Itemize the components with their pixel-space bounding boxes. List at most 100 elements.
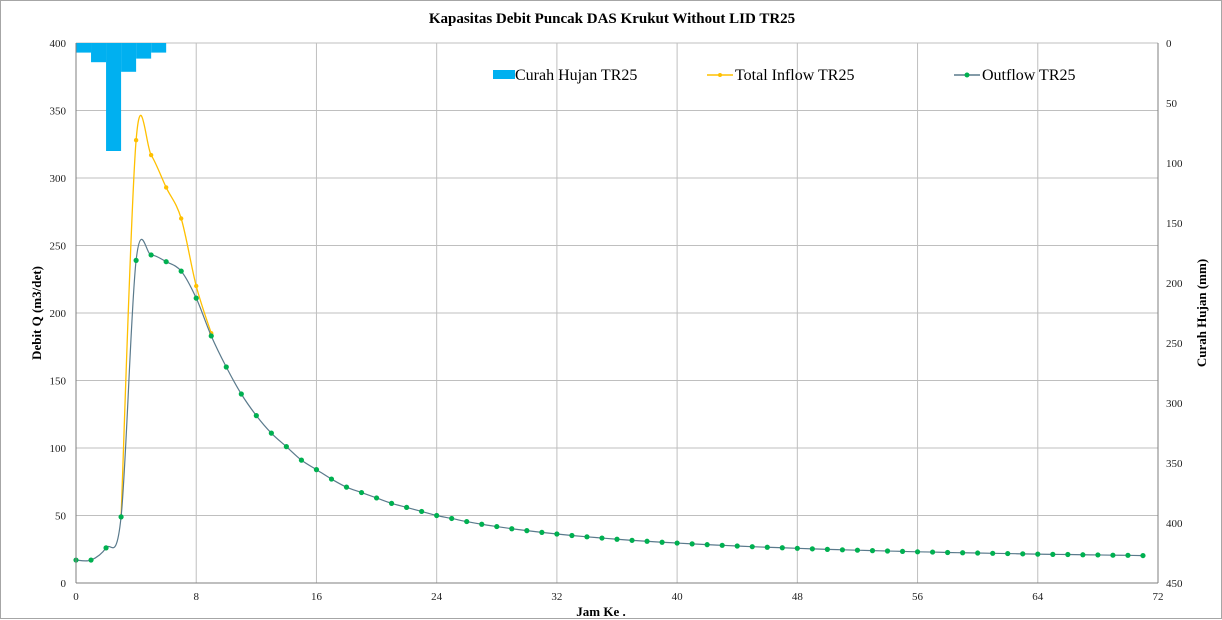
x-tick-label: 40 [672, 591, 684, 603]
outflow-point [644, 538, 650, 544]
outflow-point [869, 548, 876, 554]
outflow-point [929, 549, 936, 555]
outflow-point [824, 546, 830, 552]
legend-outflow-label: Outflow TR25 [982, 67, 1075, 84]
y-tick-label: 150 [50, 376, 67, 388]
legend-rain-swatch [493, 70, 515, 79]
outflow-point [569, 532, 575, 539]
outflow-point [464, 518, 470, 525]
outflow-point [539, 529, 545, 535]
rain-bar [121, 43, 137, 72]
outflow-point [599, 535, 605, 541]
outflow-point [223, 364, 229, 370]
outflow-point [584, 534, 590, 540]
inflow-series [118, 114, 214, 520]
y2-tick-label: 250 [1166, 338, 1183, 350]
outflow-point [734, 543, 740, 549]
inflow-point [148, 152, 154, 158]
y-tick-label: 300 [50, 173, 67, 185]
x-tick-label: 64 [1032, 591, 1044, 603]
outflow-point [899, 548, 906, 555]
outflow-point [208, 333, 214, 339]
outflow-point [1005, 550, 1011, 557]
outflow-point [749, 544, 755, 550]
grid-lines [75, 42, 1159, 584]
inflow-point [194, 283, 199, 289]
y-tick-label: 0 [61, 578, 67, 590]
outflow-point [614, 536, 620, 542]
outflow-point [343, 484, 350, 490]
outflow-point [479, 521, 485, 527]
y2-tick-label: 350 [1166, 458, 1183, 470]
outflow-point [328, 476, 335, 482]
y-tick-label: 200 [50, 308, 67, 320]
rain-bar [151, 43, 167, 53]
outflow-point [524, 528, 530, 534]
outflow-point [960, 550, 966, 556]
outflow-point [945, 549, 951, 556]
outflow-point [118, 514, 124, 520]
outflow-point [629, 537, 635, 543]
outflow-point [689, 541, 695, 547]
outflow-point [88, 557, 94, 563]
outflow-point [704, 542, 710, 548]
x-tick-label: 48 [792, 591, 804, 603]
rain-bar [106, 43, 122, 151]
outflow-point [283, 444, 289, 450]
y2-tick-label: 150 [1166, 218, 1183, 230]
legend-inflow-label: Total Inflow TR25 [735, 67, 854, 84]
chart-title: Kapasitas Debit Puncak DAS Krukut Withou… [429, 11, 795, 27]
outflow-point [298, 457, 305, 463]
outflow-point [163, 259, 169, 265]
x-tick-label: 56 [912, 591, 924, 603]
outflow-point [809, 546, 815, 552]
y2-tick-label: 400 [1166, 518, 1183, 530]
outflow-point [779, 545, 785, 551]
outflow-point [494, 523, 500, 530]
outflow-point [884, 548, 891, 554]
legend: Curah Hujan TR25 Total Inflow TR25 Outfl… [493, 67, 1075, 84]
outflow-point [133, 257, 139, 263]
outflow-point [148, 252, 154, 258]
outflow-point [1110, 552, 1116, 558]
inflow-point [133, 138, 139, 143]
y2-tick-label: 450 [1166, 578, 1183, 590]
outflow-point [509, 526, 515, 532]
y-tick-label: 100 [50, 443, 67, 455]
y2-tick-label: 200 [1166, 278, 1183, 290]
outflow-point [253, 413, 259, 419]
rain-bar [91, 43, 107, 63]
outflow-point [434, 512, 440, 519]
x-axis-label: Jam Ke . [576, 604, 625, 619]
outflow-point [193, 295, 199, 301]
outflow-point [914, 549, 921, 555]
outflow-point [313, 467, 320, 473]
outflow-point [854, 547, 861, 553]
rain-bar [76, 43, 92, 53]
y2-tick-label: 50 [1166, 98, 1178, 110]
outflow-point [238, 391, 244, 397]
y-tick-label: 250 [50, 241, 67, 253]
x-tick-label: 8 [193, 591, 199, 603]
outflow-point [794, 545, 800, 551]
inflow-point [178, 216, 184, 221]
inflow-point [163, 185, 169, 190]
y-tick-label: 350 [50, 106, 67, 118]
rainfall-bars [76, 43, 167, 151]
legend-inflow-marker [718, 73, 722, 77]
x-tick-label: 0 [73, 591, 79, 603]
outflow-point [449, 515, 455, 522]
outflow-point [1020, 551, 1026, 557]
legend-outflow-marker [964, 72, 970, 78]
outflow-point [764, 544, 770, 550]
outflow-point [1095, 552, 1101, 558]
outflow-point [373, 495, 380, 501]
outflow-point [975, 550, 981, 556]
outflow-series [73, 238, 1146, 563]
outflow-point [268, 430, 274, 436]
outflow-point [1050, 551, 1056, 557]
y-tick-label: 50 [55, 511, 67, 523]
